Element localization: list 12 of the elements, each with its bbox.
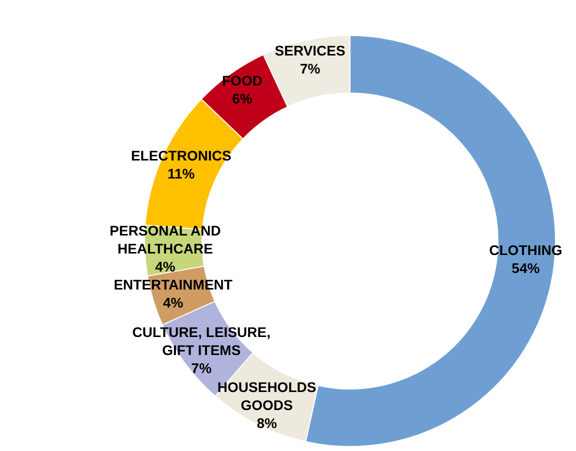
data-label: 11% [167, 165, 196, 182]
data-label: 4% [155, 258, 176, 274]
slice-label: SERVICES [274, 42, 346, 58]
slice-label: FOOD [222, 72, 262, 89]
data-label: 7% [191, 360, 212, 376]
data-label: 54% [512, 260, 540, 276]
slice-label: HOUSEHOLDS GOODS [217, 379, 316, 414]
data-label: 6% [232, 90, 253, 107]
slice-label: CULTURE, LEISURE, GIFT ITEMS [132, 324, 270, 358]
data-label: 8% [256, 415, 278, 432]
data-label: 7% [300, 60, 321, 76]
data-label: 4% [162, 294, 184, 311]
